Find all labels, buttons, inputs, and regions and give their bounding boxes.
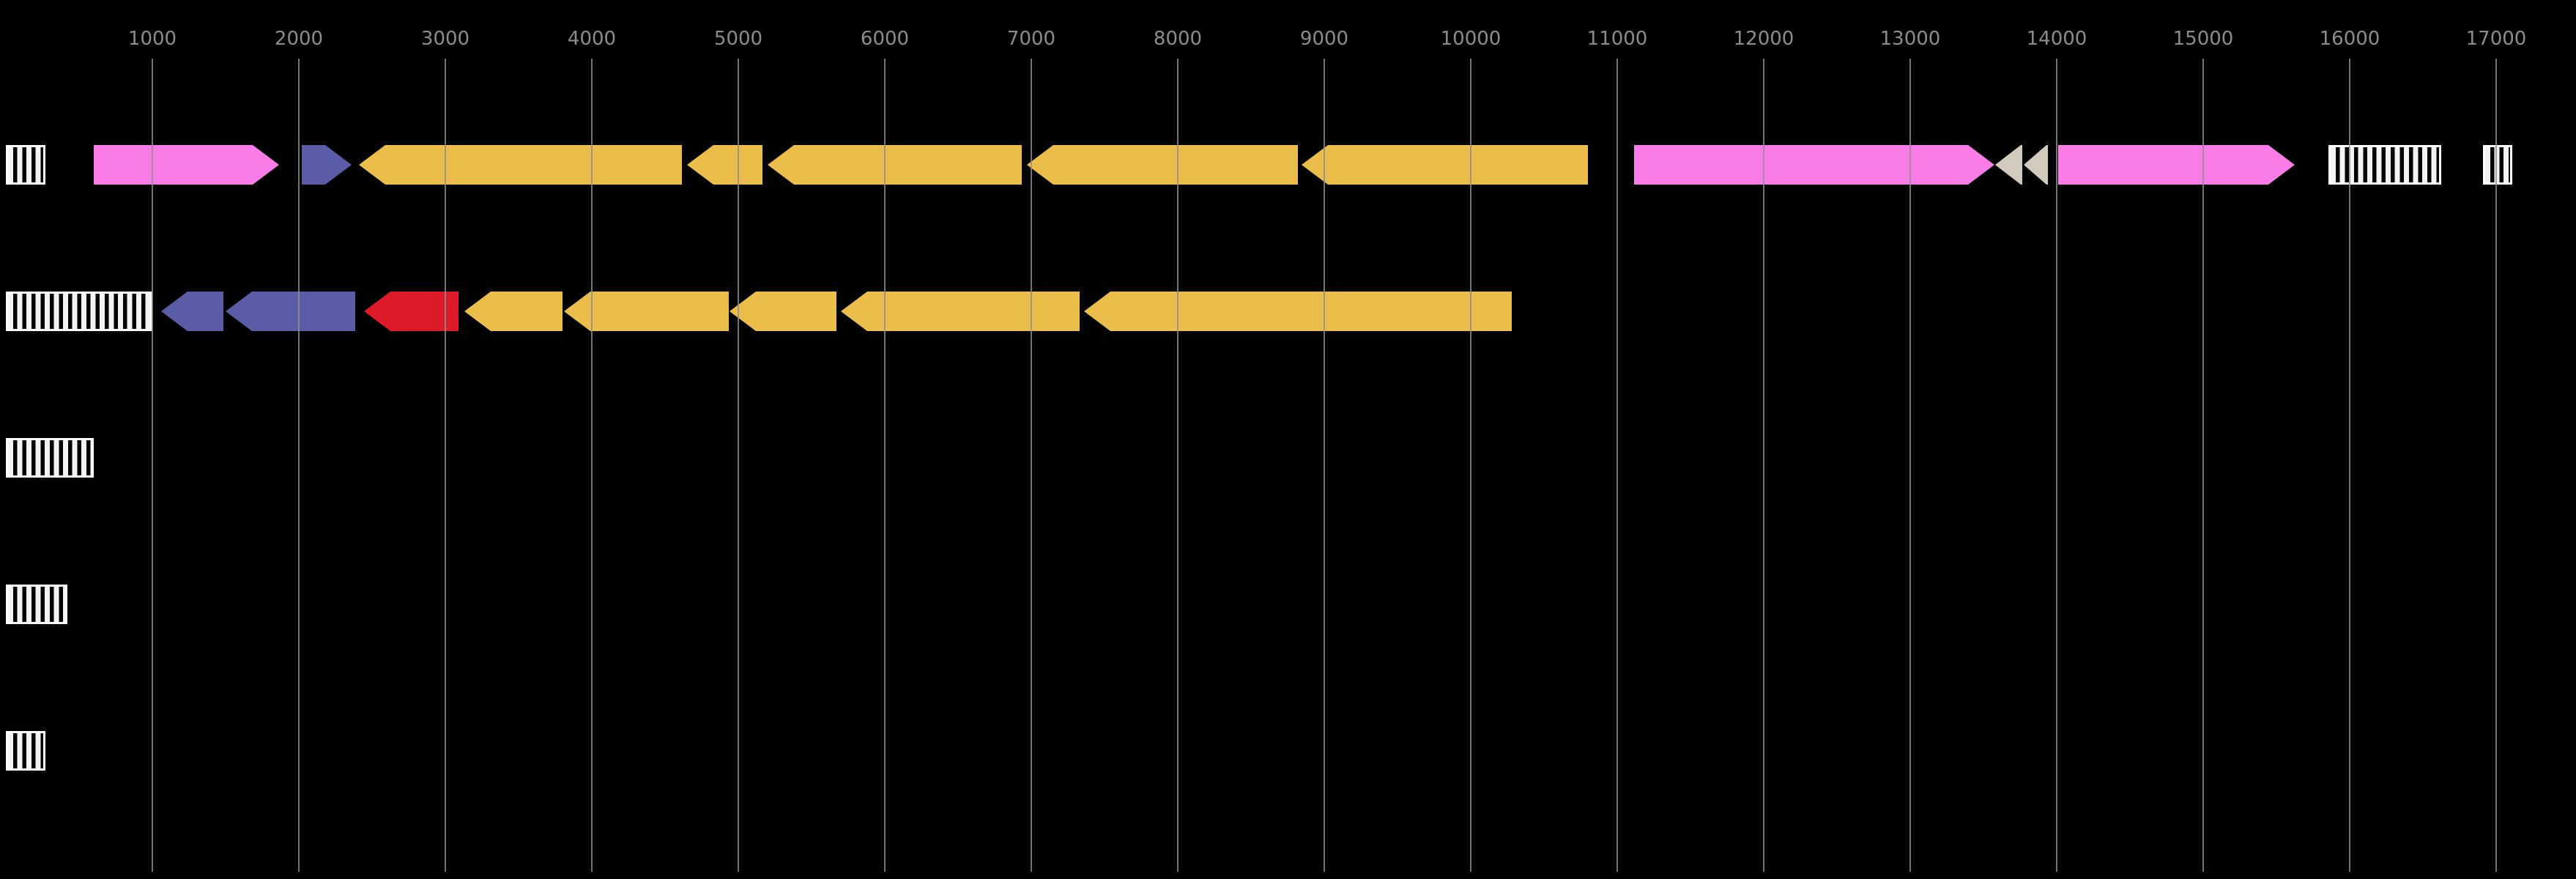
gene-arrow-tan-left — [1995, 145, 2022, 185]
gridline — [1031, 59, 1032, 872]
axis-tick-label: 9000 — [1299, 28, 1349, 51]
striped-block — [6, 731, 45, 771]
striped-block — [2483, 145, 2512, 185]
gene-arrow-gold-left — [564, 292, 729, 331]
gridline — [298, 59, 300, 872]
axis-tick-label: 3000 — [420, 28, 470, 51]
striped-block — [2328, 145, 2441, 185]
gene-arrow-blue-left — [161, 292, 223, 331]
gridline — [2495, 59, 2497, 872]
axis-tick-label: 8000 — [1153, 28, 1203, 51]
gridline — [445, 59, 446, 872]
gene-arrow-blue-right — [302, 145, 352, 185]
gene-arrow-gold-left — [359, 145, 682, 185]
axis-tick-label: 14000 — [2026, 28, 2087, 51]
axis-tick-label: 1000 — [127, 28, 177, 51]
gene-arrow-gold-left — [841, 292, 1080, 331]
gene-arrow-tan-left — [2024, 145, 2048, 185]
striped-block — [6, 585, 67, 624]
axis-tick-label: 4000 — [567, 28, 617, 51]
axis-tick-label: 12000 — [1733, 28, 1794, 51]
axis-tick-label: 6000 — [860, 28, 910, 51]
gene-arrow-gold-left — [464, 292, 563, 331]
axis-tick-label: 13000 — [1879, 28, 1941, 51]
striped-block — [6, 145, 45, 185]
gene-arrow-gold-left — [1027, 145, 1298, 185]
gene-arrow-pink-right — [2058, 145, 2295, 185]
gridline — [1763, 59, 1764, 872]
gene-arrow-blue-left — [226, 292, 355, 331]
gridline — [152, 59, 153, 872]
gridline — [1617, 59, 1618, 872]
gene-arrow-gold-left — [687, 145, 762, 185]
striped-block — [6, 438, 94, 478]
striped-block — [6, 292, 152, 331]
gene-arrow-gold-left — [1084, 292, 1512, 331]
axis-tick-label: 2000 — [274, 28, 324, 51]
gene-arrow-pink-right — [94, 145, 279, 185]
axis-tick-label: 16000 — [2319, 28, 2380, 51]
gene-arrow-pink-right — [1634, 145, 1994, 185]
axis-tick-label: 10000 — [1440, 28, 1502, 51]
gridline — [1324, 59, 1325, 872]
axis-tick-label: 17000 — [2465, 28, 2527, 51]
gene-arrow-gold-left — [768, 145, 1022, 185]
gridline — [1909, 59, 1911, 872]
axis-tick-label: 7000 — [1006, 28, 1056, 51]
gene-arrow-gold-left — [730, 292, 836, 331]
gridline — [738, 59, 739, 872]
gridline — [1177, 59, 1178, 872]
gridline — [884, 59, 886, 872]
axis-tick-label: 15000 — [2172, 28, 2234, 51]
gridline — [2056, 59, 2057, 872]
gene-arrow-gold-left — [1302, 145, 1588, 185]
gridline — [1470, 59, 1471, 872]
gridline — [2349, 59, 2350, 872]
gridline — [591, 59, 593, 872]
axis-tick-label: 11000 — [1586, 28, 1648, 51]
gridline — [2202, 59, 2204, 872]
axis-tick-label: 5000 — [713, 28, 763, 51]
